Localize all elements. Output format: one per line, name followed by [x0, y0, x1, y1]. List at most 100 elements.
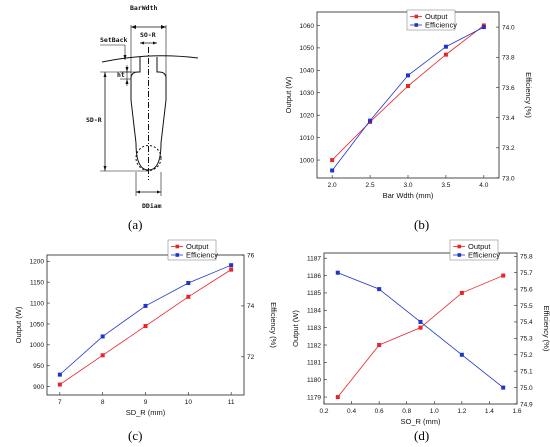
data-point-efficiency — [377, 287, 382, 292]
x-tick-label: 1.2 — [457, 408, 466, 415]
data-point-output — [330, 158, 335, 163]
y2-axis-title: Efficiency (%) — [269, 302, 278, 348]
data-point-output — [57, 382, 62, 387]
y-tick-label: 1030 — [300, 90, 315, 97]
y2-tick-label: 72 — [247, 354, 255, 361]
series-line-efficiency — [337, 272, 504, 388]
x-tick-label: 3.0 — [403, 182, 412, 189]
x-tick-label: 11 — [228, 399, 235, 406]
data-point-output — [501, 273, 506, 278]
legend-label-efficiency: Efficiency — [468, 251, 500, 260]
data-point-output — [186, 294, 191, 299]
setback-label: SetBack — [100, 36, 127, 44]
y2-tick-label: 75.6 — [520, 286, 533, 293]
arrowhead — [125, 67, 129, 72]
y-tick-label: 1181 — [307, 360, 321, 367]
y2-tick-label: 76 — [247, 252, 255, 259]
series-line-output — [337, 275, 504, 398]
arrowhead — [153, 41, 157, 45]
legend-label-output: Output — [186, 242, 209, 251]
y2-axis-title: Efficiency (%) — [542, 306, 550, 352]
legend-swatch-marker — [457, 253, 462, 257]
arrowhead — [123, 55, 127, 60]
data-point-output — [143, 324, 148, 329]
y-tick-label: 1179 — [307, 394, 321, 401]
arrowhead — [157, 190, 161, 194]
x-tick-label: 1.6 — [512, 408, 521, 415]
arrowhead — [103, 166, 107, 171]
data-point-efficiency — [406, 73, 410, 78]
rotor-surface-line — [101, 55, 199, 63]
x-tick-label: 10 — [185, 399, 193, 406]
y-tick-label: 1020 — [300, 112, 315, 119]
data-point-output — [335, 395, 340, 400]
y-tick-label: 900 — [33, 384, 44, 391]
panel-b-label: (b) — [414, 217, 429, 232]
rotor-bar-diagram — [100, 25, 199, 196]
data-point-output — [418, 325, 423, 330]
data-point-output — [443, 52, 448, 57]
legend-label-efficiency: Efficiency — [425, 21, 457, 30]
y-tick-label: 1000 — [30, 342, 45, 349]
y-tick-label: 1184 — [307, 308, 321, 315]
data-point-efficiency — [143, 303, 148, 308]
data-point-efficiency — [100, 334, 105, 339]
data-point-efficiency — [330, 168, 335, 173]
data-point-efficiency — [229, 263, 234, 268]
y-tick-label: 1100 — [30, 300, 44, 307]
x-tick-label: 0.2 — [319, 408, 328, 415]
x-tick-label: 8 — [101, 399, 105, 406]
legend-swatch-marker — [175, 253, 180, 257]
chart-output-efficiency-vs-so-r: 0.2 0.4 0.6 0.8 1.0 1.2 1.4 1.6 1179 1180 1181 1182… — [291, 239, 550, 426]
legend-swatch-marker — [175, 244, 180, 249]
bottom-circle-dashed — [135, 145, 162, 171]
x-tick-label: 1.4 — [485, 408, 494, 415]
y2-tick-label: 75.2 — [520, 352, 533, 359]
x-tick-label: 2.0 — [328, 182, 337, 189]
y-tick-label: 950 — [33, 363, 44, 370]
y-tick-label: 1182 — [307, 342, 321, 349]
x-tick-label: 2.5 — [366, 182, 375, 189]
data-point-efficiency — [501, 385, 506, 390]
legend-label-output: Output — [468, 242, 491, 251]
arrowhead — [136, 190, 140, 194]
x-tick-label: 3.5 — [441, 182, 450, 189]
y-tick-label: 1187 — [307, 256, 321, 263]
y2-tick-label: 74 — [247, 303, 255, 310]
data-point-output — [100, 353, 105, 358]
y2-tick-label: 73.8 — [502, 55, 515, 62]
y-tick-label: 1186 — [307, 273, 321, 280]
y2-tick-label: 75.0 — [520, 385, 533, 392]
y2-tick-label: 74.9 — [520, 401, 533, 408]
data-point-output — [377, 342, 382, 347]
y2-tick-label: 73.6 — [502, 85, 515, 92]
diagram-arrowheads — [103, 25, 166, 194]
x-tick-label: 7 — [58, 399, 62, 406]
arrowhead — [140, 41, 144, 45]
y2-tick-label: 75.7 — [520, 270, 533, 277]
x-tick-label: 0.4 — [347, 408, 356, 415]
sd-r-label: SD-R — [86, 116, 102, 124]
tooth-tip — [138, 71, 159, 73]
plot-frame — [316, 11, 500, 179]
y-tick-label: 1000 — [300, 157, 315, 164]
y2-tick-label: 75.1 — [520, 368, 533, 375]
legend-swatch-marker — [457, 244, 462, 249]
y2-tick-label: 75.8 — [520, 254, 533, 261]
y-tick-label: 1183 — [307, 325, 321, 332]
plot-frame — [323, 252, 518, 405]
data-point-efficiency — [186, 281, 191, 285]
panel-d-label: (d) — [414, 428, 429, 443]
data-point-efficiency — [443, 44, 448, 49]
x-tick-label: 9 — [144, 399, 148, 406]
panel-a-label: (a) — [128, 217, 142, 232]
data-point-efficiency — [481, 25, 486, 30]
so-r-label: SO-R — [140, 31, 156, 39]
y2-tick-label: 74.0 — [502, 24, 515, 31]
data-point-output — [229, 267, 234, 272]
y2-tick-label: 73.2 — [502, 145, 515, 152]
data-point-efficiency — [459, 352, 464, 357]
x-tick-label: 0.6 — [375, 408, 384, 415]
y-tick-label: 1010 — [300, 135, 315, 142]
